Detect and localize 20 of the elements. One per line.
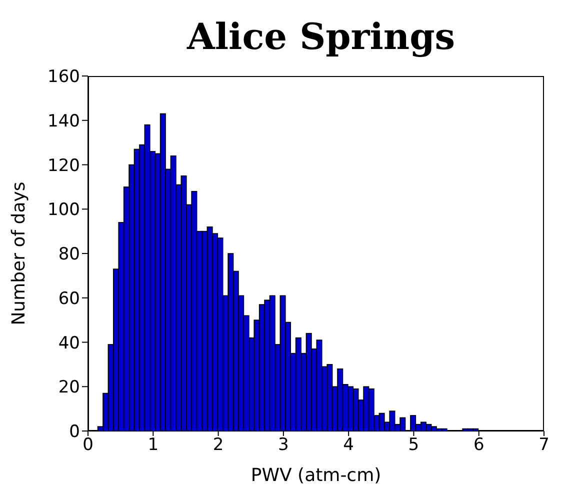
x-tick-label: 3	[278, 435, 289, 456]
y-tick-label: 0	[69, 422, 80, 442]
x-tick-label: 0	[82, 435, 94, 456]
x-tick-label: 4	[343, 435, 354, 456]
x-tick-label: 2	[212, 435, 224, 456]
chart-title: Alice Springs	[186, 15, 456, 60]
y-tick-label: 80	[58, 244, 80, 265]
y-tick-label: 20	[58, 378, 80, 398]
y-tick-label: 40	[58, 333, 80, 354]
y-tick-label: 160	[48, 67, 80, 88]
y-tick-label: 60	[58, 288, 80, 309]
y-axis-title: Number of days	[8, 182, 30, 326]
x-axis-title: PWV (atm-cm)	[250, 465, 382, 486]
x-tick-label: 6	[473, 435, 484, 456]
x-tick-label: 5	[408, 435, 420, 456]
x-tick-label: 1	[148, 435, 159, 456]
y-tick-label: 140	[48, 111, 80, 132]
x-tick-label: 7	[538, 435, 550, 456]
y-tick-label: 120	[48, 156, 80, 176]
y-tick-label: 100	[48, 200, 80, 220]
